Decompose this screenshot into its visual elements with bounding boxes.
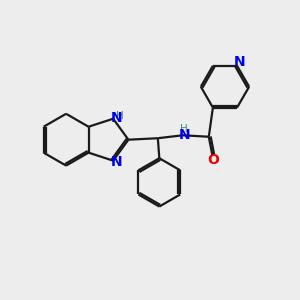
Text: O: O xyxy=(207,153,219,167)
Text: N: N xyxy=(110,111,122,125)
Text: N: N xyxy=(178,128,190,142)
Text: H: H xyxy=(181,124,188,134)
Text: N: N xyxy=(234,55,245,69)
Text: H: H xyxy=(116,111,124,121)
Text: N: N xyxy=(111,155,123,169)
